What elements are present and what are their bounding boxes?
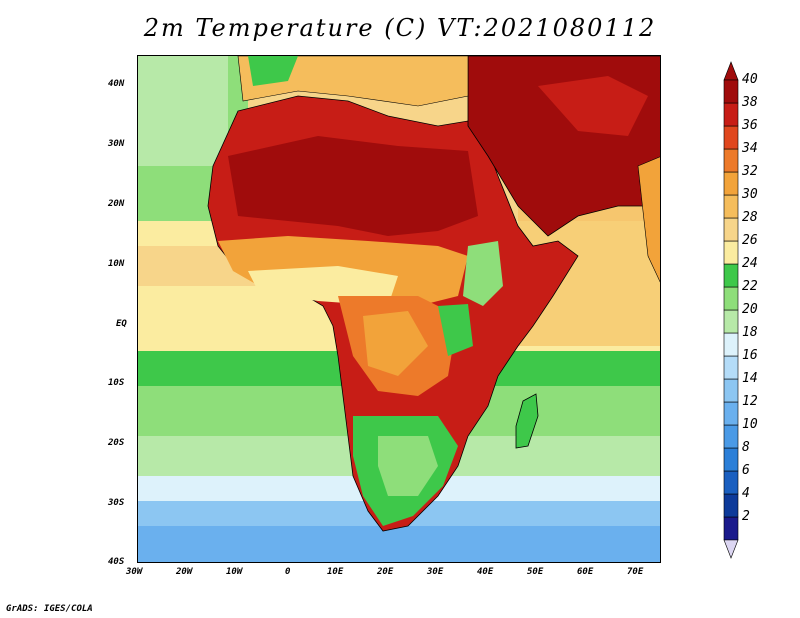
lat-label-20n: 20N	[108, 199, 125, 209]
colorbar-label-8: 8	[742, 440, 750, 455]
colorbar-label-12: 12	[742, 394, 758, 409]
grads-credit: GrADS: IGES/COLA	[6, 604, 93, 614]
colorbar-box-16	[723, 355, 739, 380]
colorbar-box-26	[723, 240, 739, 265]
lat-label-10s: 10S	[108, 378, 125, 388]
colorbar-box-32	[723, 171, 739, 196]
lon-label-30e: 30E	[427, 567, 444, 577]
colorbar-label-30: 30	[742, 187, 758, 202]
colorbar-label-22: 22	[742, 279, 758, 294]
colorbar-bottom-arrow	[723, 539, 739, 559]
colorbar-label-10: 10	[742, 417, 758, 432]
colorbar-label-26: 26	[742, 233, 758, 248]
lon-label-0: 0	[285, 567, 291, 577]
lat-label-eq: EQ	[116, 319, 127, 329]
colorbar-box-38	[723, 102, 739, 127]
colorbar-label-34: 34	[742, 141, 758, 156]
lon-label-10w: 10W	[226, 567, 243, 577]
colorbar-label-40: 40	[742, 72, 758, 87]
colorbar-label-20: 20	[742, 302, 758, 317]
colorbar-label-14: 14	[742, 371, 758, 386]
colorbar	[723, 61, 739, 559]
colorbar-label-38: 38	[742, 95, 758, 110]
colorbar-box-4	[723, 493, 739, 518]
colorbar-label-24: 24	[742, 256, 758, 271]
colorbar-box-14	[723, 378, 739, 403]
lon-label-10e: 10E	[327, 567, 344, 577]
colorbar-top-arrow	[723, 61, 739, 81]
lat-label-10n: 10N	[108, 259, 125, 269]
lon-label-60e: 60E	[577, 567, 594, 577]
colorbar-label-16: 16	[742, 348, 758, 363]
lon-label-20e: 20E	[377, 567, 394, 577]
colorbar-label-32: 32	[742, 164, 758, 179]
lat-label-40n: 40N	[108, 79, 125, 89]
colorbar-box-40	[723, 79, 739, 104]
colorbar-box-10	[723, 424, 739, 449]
colorbar-box-30	[723, 194, 739, 219]
colorbar-box-28	[723, 217, 739, 242]
lon-label-50e: 50E	[527, 567, 544, 577]
colorbar-box-8	[723, 447, 739, 472]
colorbar-box-36	[723, 125, 739, 150]
lat-label-40s: 40S	[108, 557, 125, 567]
lon-label-20w: 20W	[176, 567, 193, 577]
colorbar-label-2: 2	[742, 509, 750, 524]
colorbar-box-20	[723, 309, 739, 334]
colorbar-label-18: 18	[742, 325, 758, 340]
lat-label-30s: 30S	[108, 498, 125, 508]
colorbar-box-22	[723, 286, 739, 311]
colorbar-box-6	[723, 470, 739, 495]
colorbar-box-24	[723, 263, 739, 288]
map-title: 2m Temperature (C) VT:2021080112	[143, 14, 657, 42]
colorbar-box-34	[723, 148, 739, 173]
colorbar-label-4: 4	[742, 486, 750, 501]
colorbar-box-18	[723, 332, 739, 357]
colorbar-label-6: 6	[742, 463, 750, 478]
lon-label-70e: 70E	[627, 567, 644, 577]
lat-label-20s: 20S	[108, 438, 125, 448]
lon-label-40e: 40E	[477, 567, 494, 577]
colorbar-box-2	[723, 516, 739, 541]
colorbar-label-36: 36	[742, 118, 758, 133]
colorbar-box-12	[723, 401, 739, 426]
lon-label-30w: 30W	[126, 567, 143, 577]
lat-label-30n: 30N	[108, 139, 125, 149]
colorbar-label-28: 28	[742, 210, 758, 225]
temperature-map	[137, 55, 661, 563]
